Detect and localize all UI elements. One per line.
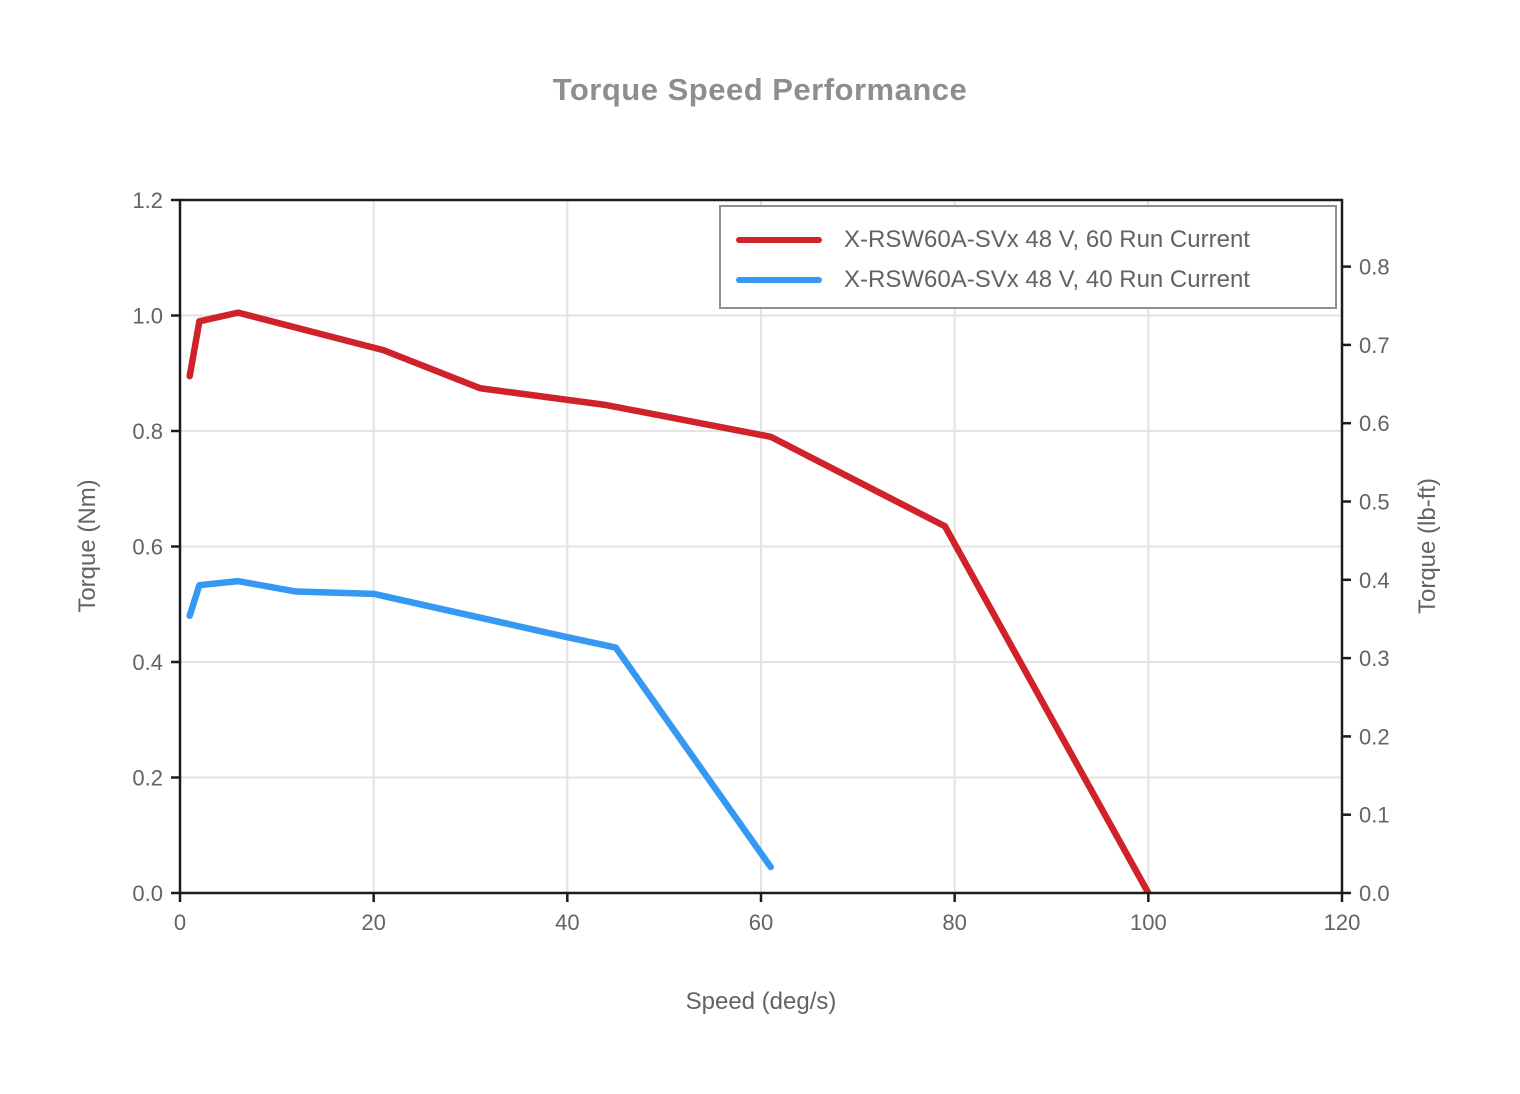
- y-right-tick-label: 0.0: [1359, 881, 1390, 906]
- legend: X-RSW60A-SVx 48 V, 60 Run Current X-RSW6…: [719, 205, 1337, 309]
- y-left-tick-label: 1.0: [132, 304, 163, 329]
- legend-label: X-RSW60A-SVx 48 V, 40 Run Current: [844, 266, 1250, 293]
- x-tick-label: 80: [942, 910, 966, 935]
- x-tick-label: 0: [174, 910, 186, 935]
- x-tick-label: 120: [1324, 910, 1361, 935]
- y-right-tick-label: 0.5: [1359, 490, 1390, 515]
- series-line-0: [186, 309, 1152, 893]
- x-tick-label: 40: [555, 910, 579, 935]
- y-left-tick-label: 0.2: [132, 766, 163, 791]
- y-right-tick-label: 0.1: [1359, 803, 1390, 828]
- legend-label: X-RSW60A-SVx 48 V, 60 Run Current: [844, 226, 1250, 253]
- legend-item: X-RSW60A-SVx 48 V, 40 Run Current: [721, 265, 1250, 295]
- x-axis-label: Speed (deg/s): [685, 988, 837, 1015]
- y-right-tick-label: 0.4: [1359, 568, 1390, 593]
- legend-line-swatch-blue: [736, 277, 822, 283]
- legend-item: X-RSW60A-SVx 48 V, 60 Run Current: [721, 225, 1250, 255]
- y-left-tick-label: 1.2: [132, 188, 163, 213]
- y-right-tick-label: 0.2: [1359, 724, 1390, 749]
- x-tick-label: 20: [361, 910, 385, 935]
- chart-title: Torque Speed Performance: [552, 72, 968, 107]
- series-line-1: [186, 577, 774, 871]
- y-axis-right-label: Torque (lb-ft): [1414, 477, 1441, 615]
- y-right-tick-label: 0.3: [1359, 646, 1390, 671]
- x-tick-label: 100: [1130, 910, 1167, 935]
- y-left-tick-label: 0.8: [132, 419, 163, 444]
- y-left-tick-label: 0.4: [132, 650, 163, 675]
- y-axis-left-label: Torque (Nm): [74, 479, 101, 613]
- y-right-tick-label: 0.7: [1359, 333, 1390, 358]
- x-tick-label: 60: [749, 910, 773, 935]
- y-left-tick-label: 0.0: [132, 881, 163, 906]
- y-left-tick-label: 0.6: [132, 535, 163, 560]
- y-right-tick-label: 0.6: [1359, 411, 1390, 436]
- y-right-tick-label: 0.8: [1359, 255, 1390, 280]
- legend-line-swatch-red: [736, 237, 822, 243]
